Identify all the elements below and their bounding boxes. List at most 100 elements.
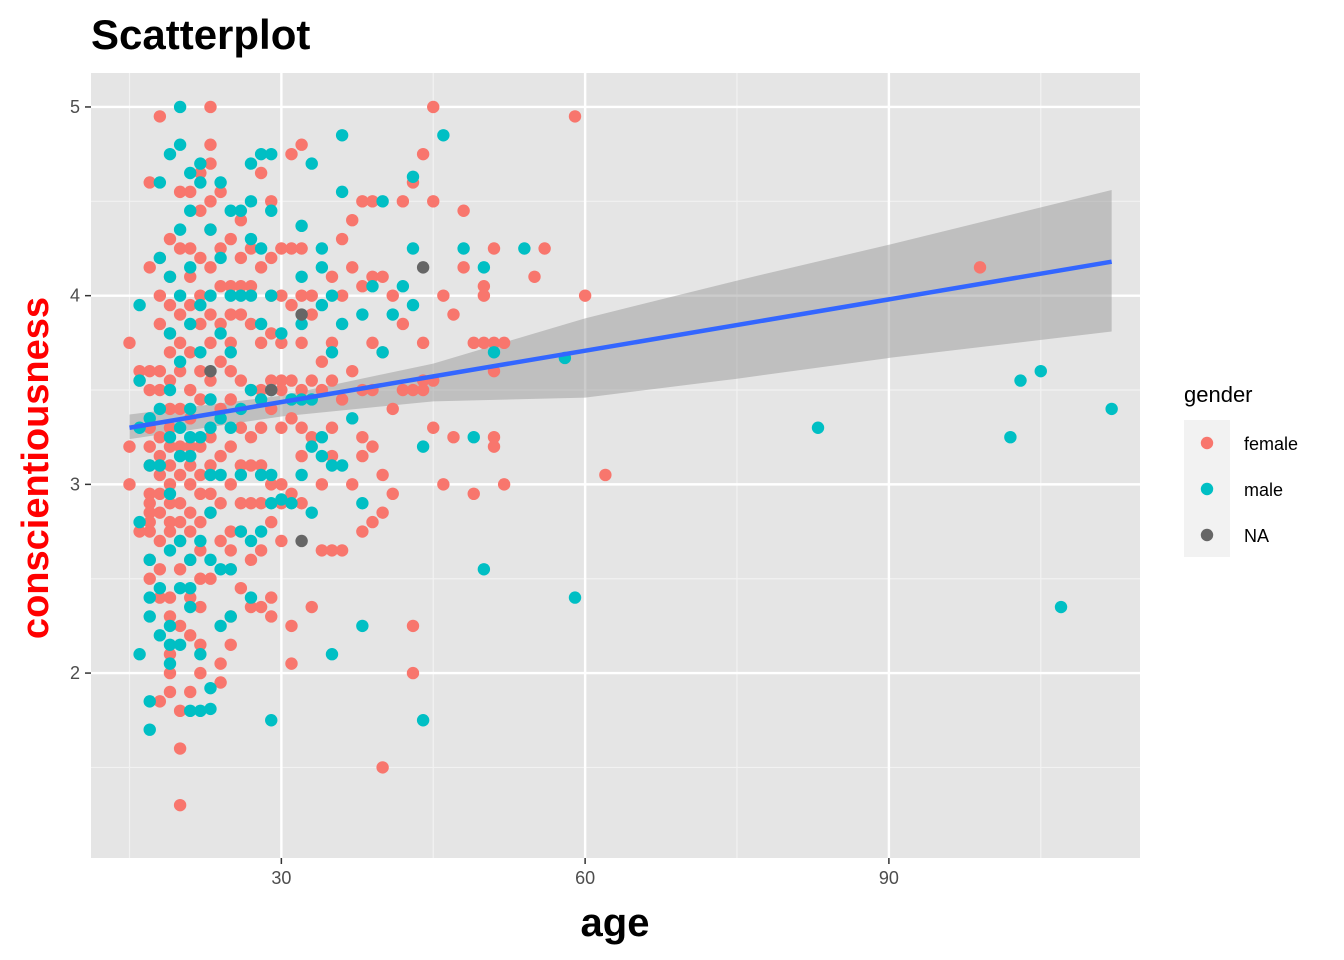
point-female (254, 544, 268, 557)
point-female (153, 534, 167, 548)
point-female (224, 544, 237, 557)
point-male (437, 129, 450, 142)
point-female (315, 355, 329, 368)
point-female (427, 100, 440, 114)
point-female (184, 270, 197, 283)
point-female (325, 544, 339, 557)
point-female (265, 610, 278, 623)
data-points (123, 100, 1118, 812)
point-female (173, 563, 187, 576)
point-female (244, 600, 258, 614)
point-female (163, 232, 177, 246)
point-male (173, 289, 187, 302)
point-female (224, 393, 237, 406)
point-female (295, 383, 308, 397)
point-female (275, 289, 288, 302)
point-female (204, 138, 217, 151)
point-female (214, 497, 227, 510)
point-female (254, 261, 268, 274)
point-female (204, 308, 217, 321)
point-female (295, 449, 308, 463)
point-female (184, 185, 197, 199)
point-female (244, 280, 258, 293)
point-female (376, 761, 389, 774)
point-female (194, 638, 207, 651)
point-male (416, 714, 430, 727)
point-female (244, 497, 258, 510)
point-female (214, 355, 227, 368)
point-female (173, 742, 187, 755)
point-male (265, 289, 278, 302)
point-female (244, 459, 258, 472)
point-female (285, 374, 298, 387)
point-male (184, 581, 197, 595)
point-male (153, 176, 167, 189)
point-female (325, 270, 339, 283)
point-male (254, 147, 268, 161)
point-female (366, 440, 379, 453)
point-female (568, 110, 582, 123)
point-female (214, 242, 227, 255)
point-female (194, 515, 207, 529)
point-male (244, 534, 258, 548)
point-female (153, 317, 167, 331)
point-female (427, 421, 440, 434)
point-female (295, 138, 308, 151)
point-female (173, 468, 187, 482)
point-female (254, 383, 268, 397)
point-female (244, 242, 258, 255)
point-female (143, 261, 156, 274)
point-female (437, 289, 450, 302)
point-male (184, 430, 197, 444)
point-female (143, 572, 156, 585)
point-male (234, 468, 248, 482)
point-female (133, 364, 146, 378)
point-female (396, 383, 410, 397)
point-male (163, 327, 177, 340)
point-male (224, 563, 237, 576)
point-male (163, 544, 177, 557)
point-male (1054, 600, 1068, 614)
point-male (356, 619, 369, 633)
point-female (153, 289, 167, 302)
point-female (285, 657, 298, 670)
point-male (356, 308, 369, 321)
point-female (173, 619, 187, 633)
point-female (244, 430, 258, 444)
point-male (173, 581, 187, 595)
point-male (254, 468, 268, 482)
point-male (518, 242, 531, 255)
legend-label-na: NA (1244, 526, 1269, 546)
point-female (275, 374, 288, 387)
point-female (244, 317, 258, 331)
point-female (265, 251, 278, 265)
point-female (305, 289, 318, 302)
point-male (184, 166, 197, 180)
point-female (214, 449, 227, 463)
point-male (133, 515, 146, 529)
point-female (194, 289, 207, 302)
point-female (386, 402, 399, 416)
point-female (184, 440, 197, 453)
point-female (173, 185, 187, 199)
point-female (234, 459, 248, 472)
point-male (254, 393, 268, 406)
point-male (184, 600, 197, 614)
point-female (184, 629, 197, 642)
point-female (275, 478, 288, 491)
point-female (143, 176, 156, 189)
point-male (265, 497, 278, 510)
point-female (265, 478, 278, 491)
point-female (356, 280, 369, 293)
point-female (163, 666, 177, 680)
point-female (396, 317, 410, 331)
point-male (153, 402, 167, 416)
point-male (285, 497, 298, 510)
point-female (214, 657, 227, 670)
trend-line-group (129, 259, 1113, 430)
point-male (214, 251, 227, 265)
point-female (467, 487, 480, 501)
point-female (305, 600, 318, 614)
point-female (153, 364, 167, 378)
point-female (386, 487, 399, 501)
